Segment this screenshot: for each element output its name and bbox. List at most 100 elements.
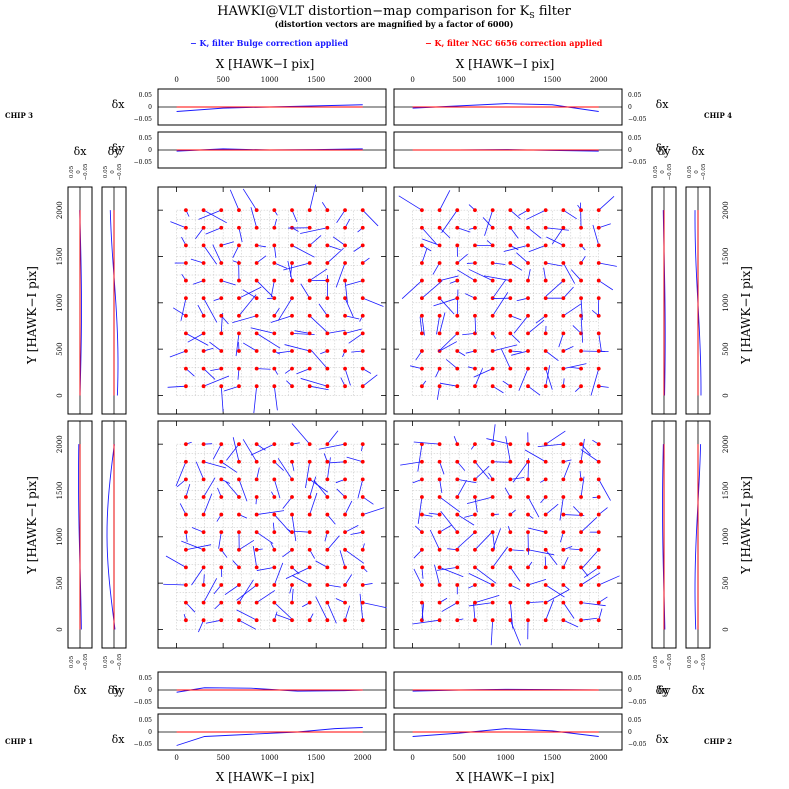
dx-label-top-right: δx [656,98,670,111]
vstrip-tick-label: −0.05 [667,163,673,180]
chip4-bulge-vector [410,365,423,369]
chip4-ngc-point [561,225,566,230]
x-tick-label-top-right: 500 [452,76,465,84]
chip4-bulge-vector [580,298,583,321]
chip1-bulge-vector [238,539,255,551]
chip3-bulge-vector [276,350,293,354]
chip3-bulge-vector [327,247,344,264]
chip2-bulge-vector [545,599,555,621]
chip1-ngc-point [184,565,188,570]
chip1-bulge-vector [327,514,336,525]
chip1-ngc-point [307,565,312,570]
chip1-bulge-vector [185,483,191,498]
vstrip-tick-label: 0.05 [103,165,109,178]
chip4-bulge-vector [570,269,582,281]
chip4-ngc-point [437,296,442,301]
chip2-ngc-point [561,618,566,623]
chip3-dx-strip-bulge-profile [176,104,363,112]
chip1-ngc-point [360,530,365,535]
chip3-bulge-vector [242,342,257,352]
chip2-bulge-vector [505,436,511,462]
chip1-ngc-point [290,459,294,464]
strip-tick-label: −0.05 [134,741,153,748]
chip3-ngc-point [219,278,224,283]
chip1-ngc-point [201,495,206,499]
chip3-ngc-point [290,243,294,248]
chip1-bulge-vector [305,461,311,488]
x-tick-label-top-left: 500 [216,76,229,84]
chip2-ngc-point [490,495,495,499]
chip3-bulge-vector [242,188,257,211]
chip1-ngc-point [343,530,347,535]
chip4-ngc-point [543,243,548,248]
chip1-bulge-vector [309,492,318,515]
chip4-ngc-point [561,384,566,389]
chip1-ngc-point [325,565,330,570]
chip1-ngc-point [360,495,365,499]
chip1-bulge-vector [275,614,293,621]
chip2-ngc-point [508,547,513,552]
chip4-bulge-vector [492,385,504,394]
chip1-ngc-point [272,530,277,535]
y-tick-label-right: 2000 [722,201,730,219]
chip1-ngc-point [184,459,188,464]
chip3-ngc-point [307,225,312,230]
chip4-ngc-point [508,243,513,248]
chip4-ngc-point [543,349,548,353]
chip4-ngc-point [420,261,424,265]
chip3-ngc-point [343,296,347,301]
chip2-ngc-point [420,477,424,482]
chip2-ngc-point [579,477,583,482]
chip1-bulge-vector [336,488,346,498]
chip2-ngc-point [561,547,566,552]
chip2-bulge-vector [581,602,606,607]
chip3-ngc-point [237,349,241,353]
chip3-ngc-point [201,313,206,318]
chip2-ngc-point [596,600,601,605]
strip-tick-label: 0 [148,147,152,154]
chip2-bulge-vector [474,532,493,551]
chip3-bulge-vector [300,283,311,299]
chip1-ngc-point [343,442,347,447]
chart-title: HAWKI@VLT distortion−map comparison for … [217,4,572,20]
chip3-ngc-point [360,349,365,353]
chip3-ngc-point [219,384,224,389]
chip4-ngc-point [420,296,424,301]
chip2-ngc-point [490,618,495,623]
chip1-ngc-point [290,583,294,587]
chip1-ngc-point [343,547,347,552]
chip1-bulge-vector [326,457,331,480]
chip2-bulge-vector [492,461,512,463]
chip4-bulge-vector [510,209,521,220]
chip4-bulge-vector [432,262,440,275]
chip3-bulge-vector [221,241,235,246]
chip4-bulge-vector [543,267,547,281]
y-tick-label-left: 1000 [56,528,64,546]
chip2-ngc-point [561,477,566,482]
chip3-ngc-point [184,331,188,336]
chip1-bulge-vector [250,443,275,456]
y-label-left-top: Y [HAWK−I pix] [25,266,39,365]
x-tick-label-top-left: 1000 [261,76,279,84]
chip3-bulge-vector [256,280,274,298]
chip4-ngc-point [561,243,566,248]
chip3-bulge-vector [220,386,224,412]
chip1-bulge-vector [285,567,310,580]
chip2-ngc-point [455,442,460,447]
chip1-bulge-vector [176,479,187,488]
chip4-bulge-vector [598,223,611,229]
chip1-bulge-vector [256,531,274,544]
chip1-bulge-vector [327,535,340,551]
chip4-ngc-point [455,208,460,213]
chip1-bulge-vector [357,479,364,499]
chip3-ngc-point [272,208,277,213]
chip4-bulge-vector [433,297,458,307]
chip1-ngc-point [360,565,365,570]
chip4-ngc-point [473,349,477,353]
chip4-ngc-point [579,366,583,371]
chip3-bulge-vector [327,244,341,251]
chip4-bulge-vector [526,209,546,220]
chip1-ngc-point [343,583,347,587]
chip4-ngc-point [579,208,583,213]
chip2-ngc-point [490,600,495,605]
